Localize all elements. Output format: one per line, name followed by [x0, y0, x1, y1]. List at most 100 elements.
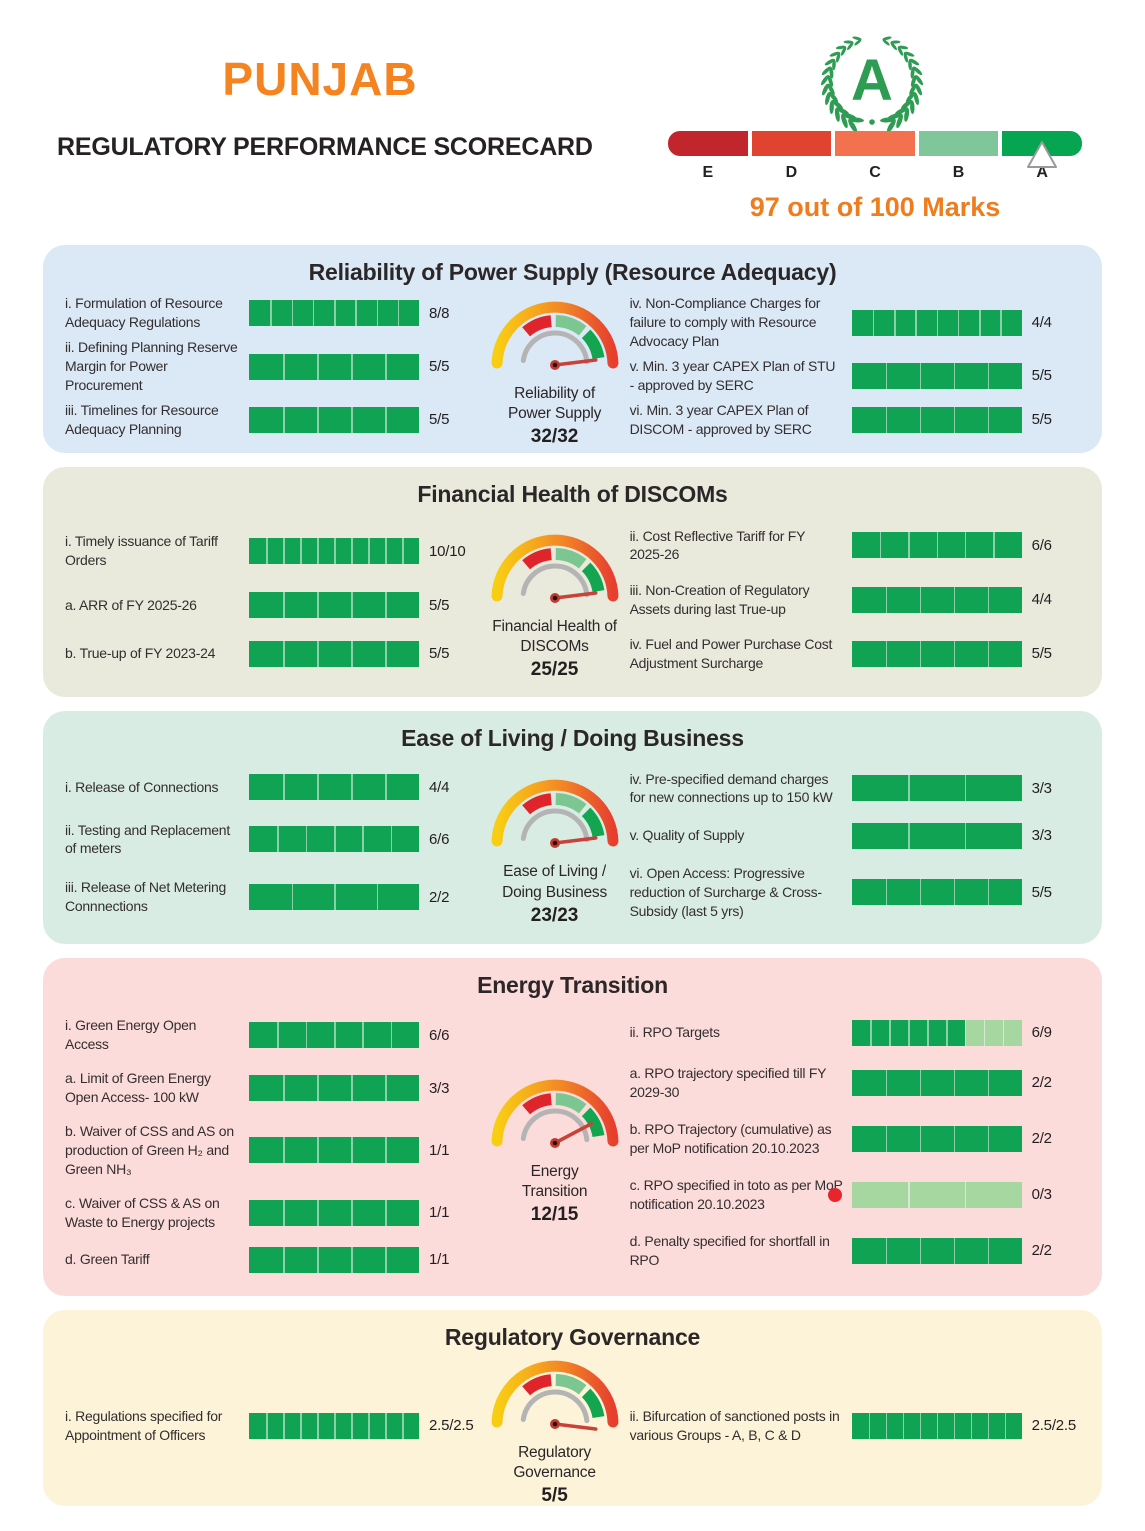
- bar-segment-divider: [351, 353, 353, 380]
- bar-segment-divider: [908, 1019, 910, 1046]
- score-bar: [249, 1075, 419, 1101]
- item-row: ii. Defining Planning Reserve Margin for…: [65, 338, 480, 394]
- item-row: vi. Min. 3 year CAPEX Plan of DISCOM - a…: [630, 401, 1080, 439]
- bar-segment-divider: [919, 362, 922, 389]
- item-label: d. Green Tariff: [65, 1251, 150, 1268]
- gauge-column: Energy Transition 12/15: [480, 1001, 630, 1288]
- page-title: REGULATORY PERFORMANCE SCORECARD: [57, 133, 593, 161]
- item-row: d. Green Tariff 1/1: [65, 1246, 480, 1273]
- bar-segment-divider: [385, 774, 387, 801]
- score-value: 5/5: [1031, 367, 1052, 385]
- section-title: Financial Health of DISCOMs: [417, 481, 728, 507]
- bar-segment-divider: [885, 879, 888, 906]
- score-value: 3/3: [1031, 779, 1052, 797]
- bar-segment-divider: [946, 1019, 948, 1046]
- scale-label: D: [785, 164, 798, 181]
- bar-segment-divider: [385, 640, 387, 667]
- bar-segment-divider: [317, 1412, 319, 1439]
- bar-segment-divider: [283, 353, 285, 380]
- item-row: b. True-up of FY 2023-24 5/5: [65, 640, 480, 667]
- bar-segment-divider: [317, 640, 319, 667]
- score-bar: [851, 309, 1022, 336]
- scale-label: E: [702, 164, 714, 181]
- bar-segment-divider: [362, 826, 364, 853]
- item-row: b. Waiver of CSS and AS on production of…: [65, 1122, 480, 1178]
- gauge-label: Reliability of Power Supply: [508, 384, 601, 424]
- score-bar-fill: [851, 362, 1022, 389]
- item-row: c. Waiver of CSS & AS on Waste to Energy…: [65, 1194, 480, 1232]
- bar-segment-divider: [964, 532, 967, 559]
- score-bar-fill: [249, 406, 419, 433]
- scale-label: A: [1036, 164, 1048, 181]
- item-label: i. Release of Connections: [65, 778, 219, 795]
- gauge-score: 25/25: [530, 659, 579, 681]
- bar-segment-divider: [317, 538, 319, 565]
- score-value: 5/5: [1031, 411, 1052, 429]
- score-bar-fill: [851, 406, 1022, 433]
- bar-segment-divider: [334, 826, 336, 853]
- bar-segment-divider: [987, 640, 990, 667]
- score-bar: [249, 1199, 419, 1226]
- score-bar: [249, 1246, 419, 1273]
- scale-label: B: [952, 164, 965, 181]
- score-bar: [249, 1022, 419, 1049]
- bar-segment-divider: [385, 406, 387, 433]
- bar-segment-divider: [283, 1199, 285, 1226]
- bar-segment-divider: [919, 1412, 922, 1439]
- score-bar-fill: [851, 586, 1022, 613]
- bar-segment-divider: [885, 640, 888, 667]
- bar-segment-divider: [283, 1137, 285, 1164]
- score-bar: [851, 640, 1022, 667]
- score-bar: [249, 300, 419, 327]
- item-label: v. Min. 3 year CAPEX Plan of STU - appro…: [629, 358, 836, 393]
- bar-segment-divider: [385, 592, 387, 619]
- score-value: 5/5: [1031, 883, 1052, 901]
- score-bar: [851, 1412, 1022, 1439]
- section-card: Reliability of Power Supply (Resource Ad…: [43, 245, 1102, 453]
- scale-segment-D: D: [751, 131, 832, 181]
- scale-label: C: [869, 164, 881, 181]
- score-bar-fill: [851, 1237, 1022, 1264]
- section-card: Energy Transition i. Green Energy Open Ac…: [43, 958, 1102, 1296]
- item-row: i. Timely issuance of Tariff Orders 10/10: [65, 532, 480, 570]
- item-row: ii. Testing and Replacement of meters 6/6: [65, 821, 480, 859]
- bar-segment-divider: [953, 586, 956, 613]
- gauge-label-line: Reliability of: [514, 384, 595, 402]
- bar-segment-divider: [885, 586, 888, 613]
- item-label: b. Waiver of CSS and AS on production of…: [65, 1123, 234, 1177]
- item-label: v. Quality of Supply: [629, 827, 745, 844]
- bar-segment-divider: [283, 1075, 285, 1101]
- bar-segment-divider: [915, 309, 917, 336]
- scale-segment-E: E: [668, 131, 748, 181]
- score-value: 2/2: [1031, 1130, 1052, 1148]
- bar-segment-divider: [351, 1075, 353, 1101]
- bar-segment-divider: [953, 406, 956, 433]
- score-bar-fill: [249, 1075, 419, 1101]
- bar-segment-divider: [1000, 309, 1002, 336]
- right-column: ii. RPO Targets 6/9 a. RPO trajectory spec…: [630, 1001, 1080, 1288]
- bar-segment-divider: [270, 300, 272, 327]
- bar-segment-divider: [334, 538, 336, 565]
- score-bar: [851, 532, 1022, 559]
- bar-segment-divider: [266, 538, 268, 565]
- item-row: iii. Non-Creation of Regulatory Assets d…: [630, 581, 1080, 619]
- bar-segment-divider: [283, 1246, 285, 1273]
- item-label: ii. Cost Reflective Tariff for FY 2025-2…: [629, 527, 806, 563]
- item-row: a. ARR of FY 2025-26 5/5: [65, 592, 480, 619]
- score-bar: [851, 822, 1022, 849]
- bar-segment-divider: [908, 1181, 910, 1208]
- bar-segment-divider: [927, 1019, 929, 1046]
- bar-segment-divider: [894, 309, 896, 336]
- item-row: i. Release of Connections 4/4: [65, 774, 480, 801]
- right-column: iv. Pre-specified demand charges for new…: [630, 754, 1080, 936]
- gauge-column: Ease of Living / Doing Business 23/23: [480, 754, 630, 936]
- section-title: Regulatory Governance: [444, 1324, 701, 1350]
- bar-segment-divider: [889, 1019, 891, 1046]
- score-value: 4/4: [429, 778, 450, 796]
- gauge-score: 5/5: [541, 1485, 568, 1507]
- left-column: i. Green Energy Open Access 6/6 a. Limit o…: [65, 1001, 480, 1288]
- bar-segment-divider: [919, 406, 922, 433]
- left-column: i. Formulation of Resource Adequacy Regu…: [65, 288, 480, 445]
- bar-segment-divider: [987, 586, 990, 613]
- score-bar: [249, 1412, 419, 1439]
